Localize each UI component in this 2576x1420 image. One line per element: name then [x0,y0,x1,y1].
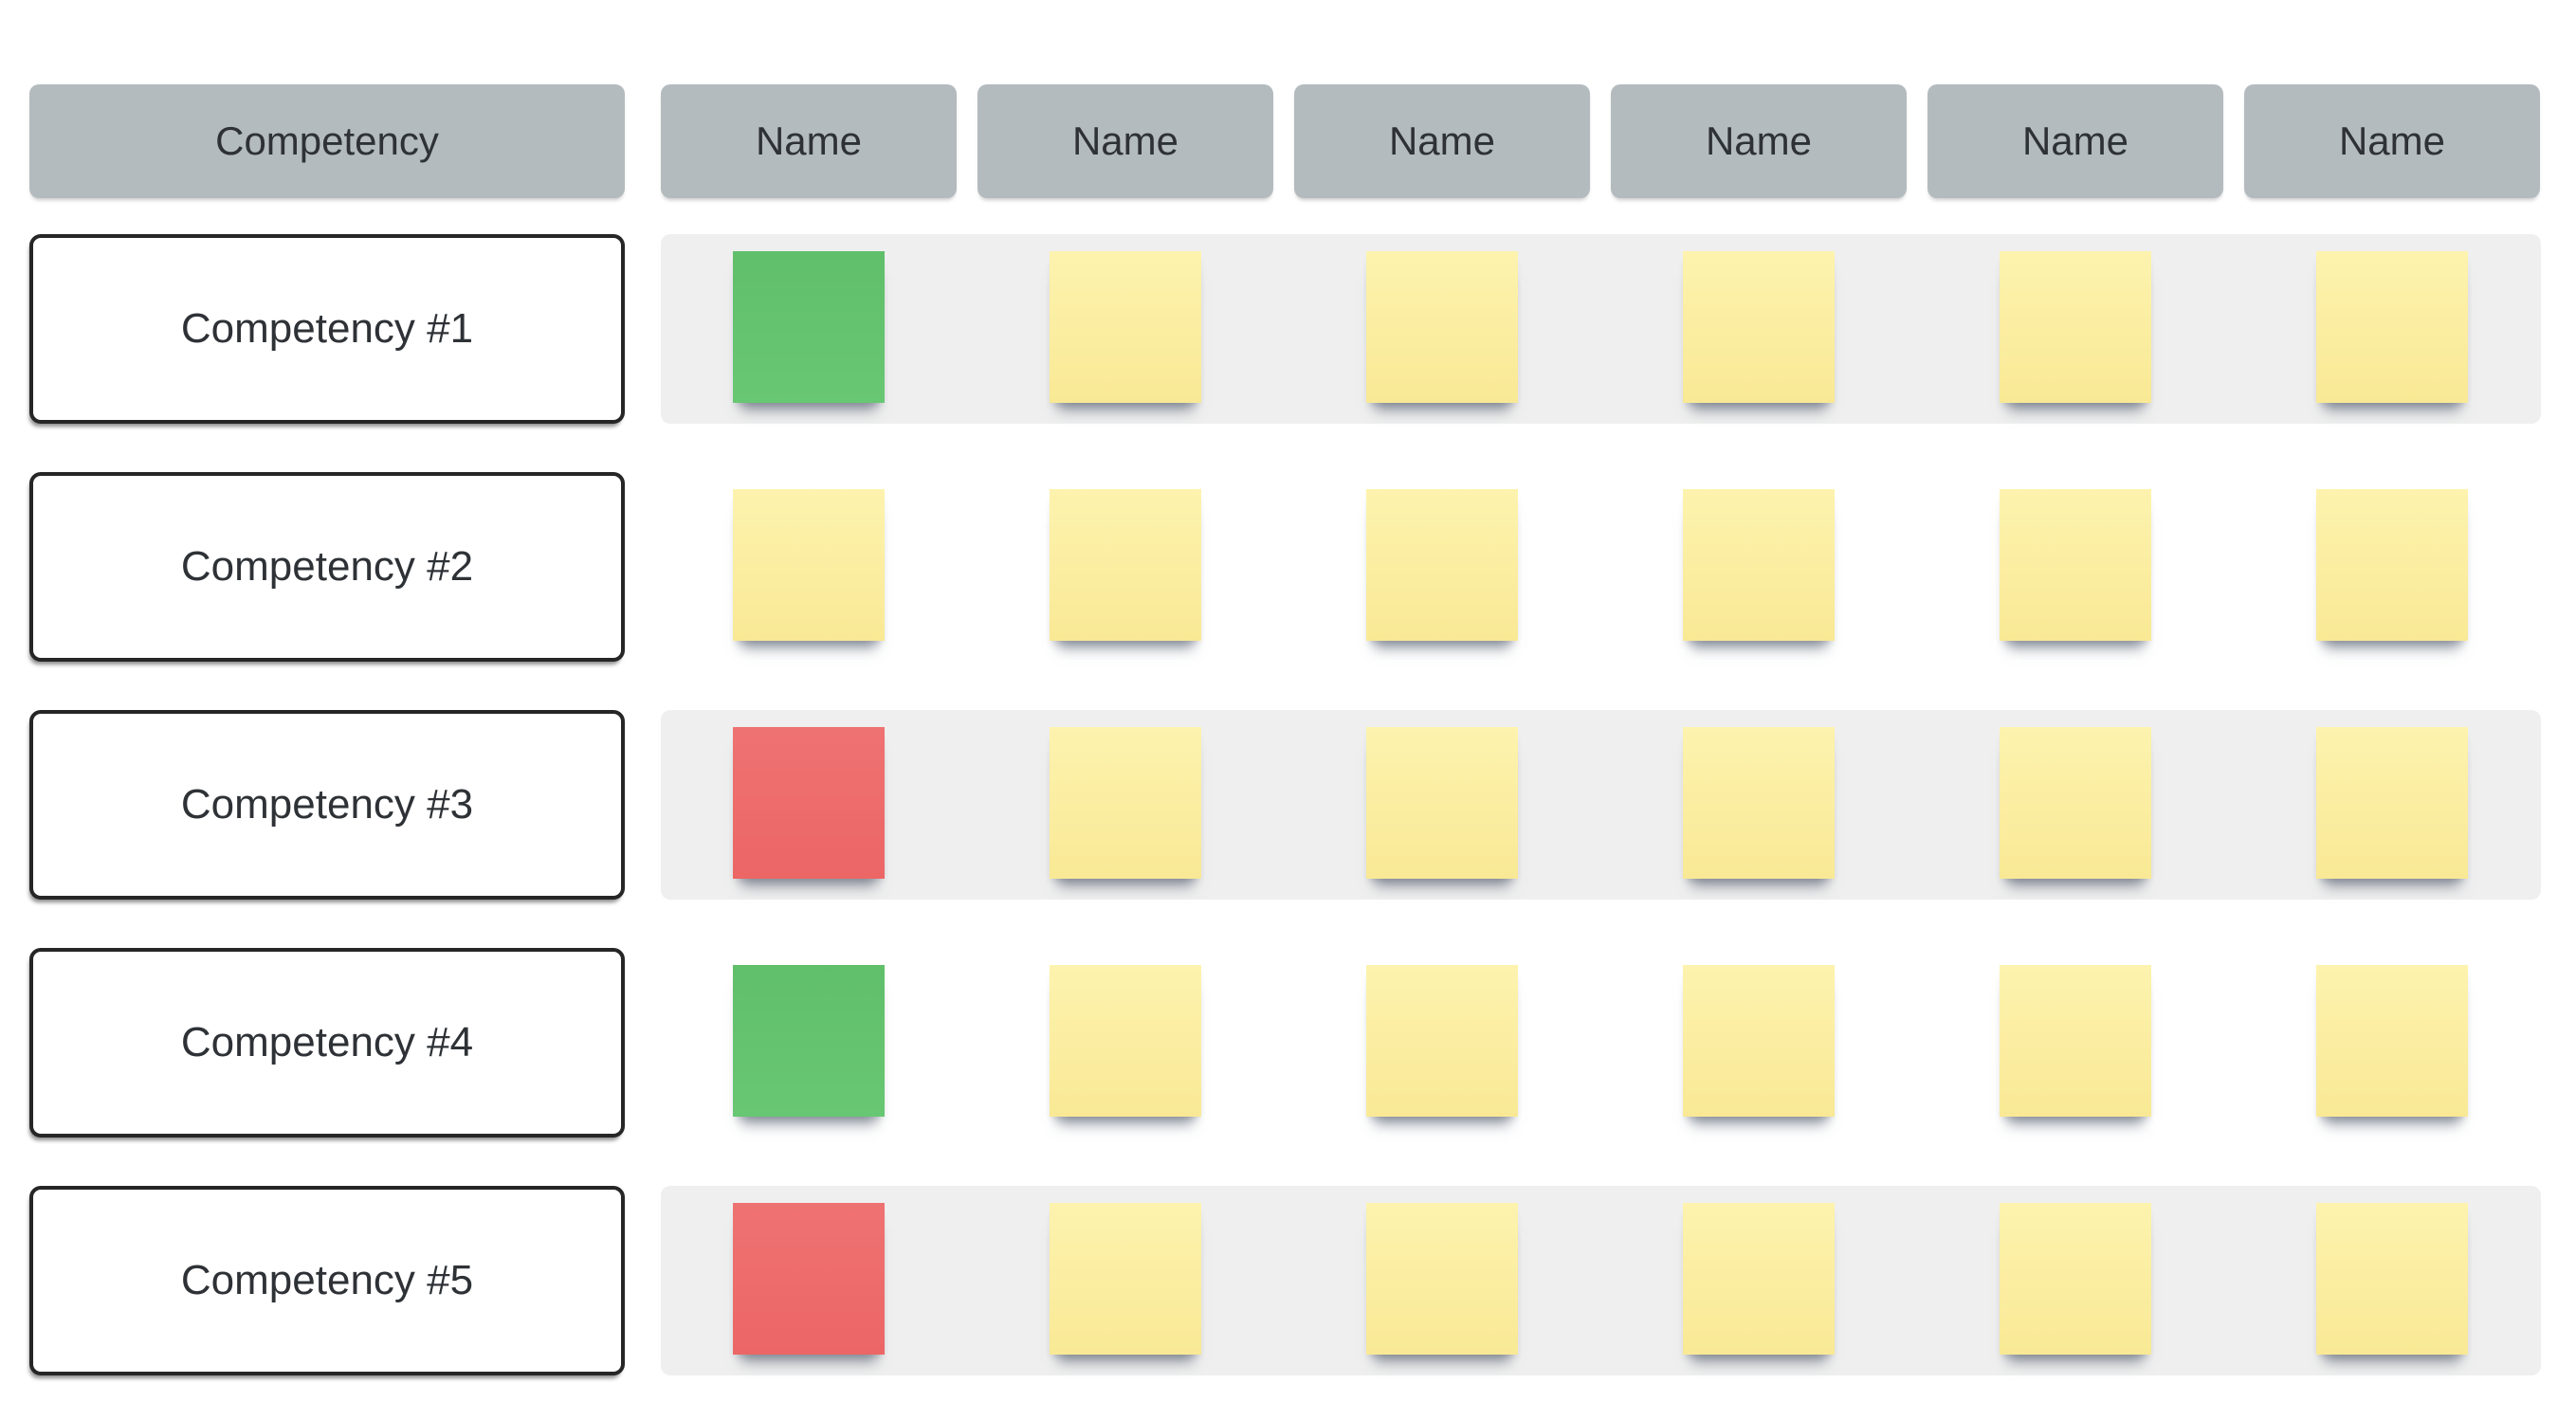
competency-box-1[interactable]: Competency #1 [29,234,625,424]
sticky-note-yellow[interactable] [2316,1203,2468,1355]
column-header-name-1[interactable]: Name [661,84,957,198]
sticky-note-yellow[interactable] [1366,489,1518,641]
sticky-note-yellow[interactable] [1683,489,1835,641]
sticky-note-yellow[interactable] [1683,251,1835,403]
column-header-name-label: Name [1388,118,1496,163]
sticky-note-yellow[interactable] [2316,965,2468,1117]
sticky-note-yellow[interactable] [1683,965,1835,1117]
sticky-note-yellow[interactable] [2000,965,2151,1117]
sticky-note-yellow[interactable] [1050,727,1201,879]
sticky-note-yellow[interactable] [2316,251,2468,403]
sticky-note-yellow[interactable] [1366,1203,1518,1355]
sticky-note-red[interactable] [733,727,885,879]
sticky-note-yellow[interactable] [1683,1203,1835,1355]
competency-box-label: Competency #5 [180,1257,474,1303]
column-header-name-5[interactable]: Name [1927,84,2223,198]
sticky-note-yellow[interactable] [1050,251,1201,403]
column-header-name-4[interactable]: Name [1611,84,1907,198]
sticky-note-yellow[interactable] [2000,727,2151,879]
sticky-note-yellow[interactable] [2316,727,2468,879]
sticky-note-yellow[interactable] [733,489,885,641]
competency-box-label: Competency #2 [180,543,474,590]
column-header-competency-label: Competency [215,118,439,163]
sticky-note-yellow[interactable] [2000,1203,2151,1355]
row-stripe [661,710,2541,900]
competency-box-label: Competency #1 [180,305,474,352]
competency-box-label: Competency #4 [180,1019,474,1065]
column-header-name-label: Name [755,118,863,163]
sticky-note-green[interactable] [733,965,885,1117]
sticky-note-yellow[interactable] [2316,489,2468,641]
sticky-note-yellow[interactable] [1366,251,1518,403]
sticky-note-red[interactable] [733,1203,885,1355]
column-header-name-6[interactable]: Name [2244,84,2540,198]
row-stripe [661,234,2541,424]
sticky-note-yellow[interactable] [1683,727,1835,879]
competency-box-label: Competency #3 [180,781,474,828]
sticky-note-yellow[interactable] [1050,489,1201,641]
sticky-note-yellow[interactable] [2000,489,2151,641]
column-header-competency[interactable]: Competency [29,84,625,198]
sticky-note-yellow[interactable] [1050,1203,1201,1355]
column-header-name-label: Name [1071,118,1179,163]
sticky-note-green[interactable] [733,251,885,403]
sticky-note-yellow[interactable] [1366,727,1518,879]
row-stripe [661,1186,2541,1375]
column-header-name-label: Name [2021,118,2129,163]
column-header-name-label: Name [2338,118,2446,163]
sticky-note-yellow[interactable] [1050,965,1201,1117]
competency-box-4[interactable]: Competency #4 [29,948,625,1138]
sticky-note-yellow[interactable] [2000,251,2151,403]
competency-box-2[interactable]: Competency #2 [29,472,625,662]
column-header-name-label: Name [1705,118,1813,163]
competency-box-5[interactable]: Competency #5 [29,1186,625,1375]
sticky-note-yellow[interactable] [1366,965,1518,1117]
column-header-name-2[interactable]: Name [977,84,1273,198]
competency-box-3[interactable]: Competency #3 [29,710,625,900]
column-header-name-3[interactable]: Name [1294,84,1590,198]
